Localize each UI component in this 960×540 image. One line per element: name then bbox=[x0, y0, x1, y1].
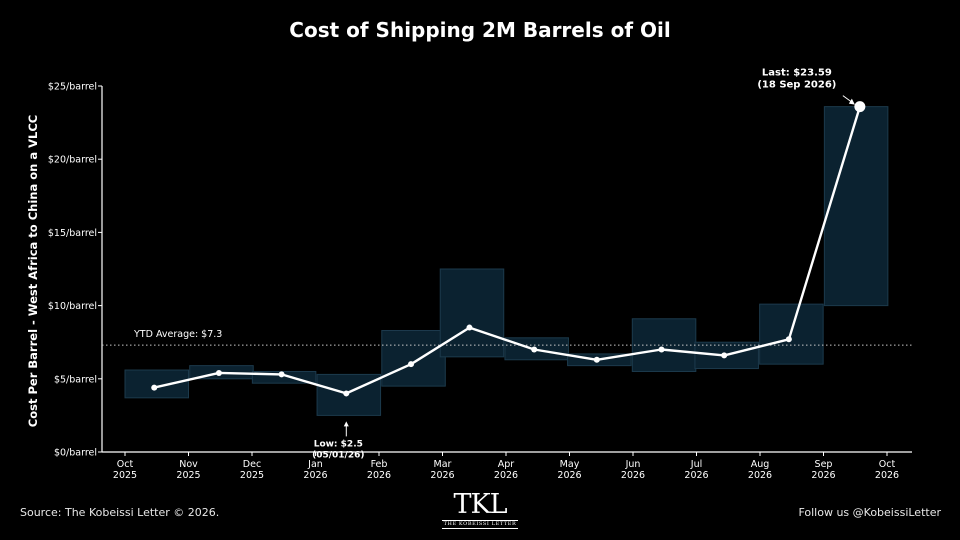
data-point bbox=[151, 384, 158, 391]
x-tick-label-year: 2026 bbox=[621, 470, 645, 481]
last-point-marker bbox=[854, 101, 866, 113]
data-point bbox=[278, 371, 285, 378]
low-arrow-head bbox=[343, 421, 349, 427]
y-tick-label: $0/barrel bbox=[54, 448, 97, 459]
range-box bbox=[251, 370, 317, 384]
x-tick-label-year: 2026 bbox=[430, 470, 454, 481]
x-tick-label: May bbox=[560, 459, 580, 470]
range-box bbox=[694, 341, 759, 370]
x-tick-label-year: 2026 bbox=[494, 470, 518, 481]
y-axis-label: Cost Per Barrel - West Africa to China o… bbox=[26, 115, 40, 427]
range-box bbox=[381, 329, 446, 387]
data-point bbox=[466, 324, 473, 331]
x-tick-label-year: 2026 bbox=[557, 470, 581, 481]
x-tick-label-year: 2025 bbox=[113, 470, 137, 481]
x-tick-label: Oct bbox=[117, 459, 134, 470]
x-tick-label-year: 2026 bbox=[875, 470, 899, 481]
logo-subtitle: THE KOBEISSI LETTER bbox=[442, 520, 518, 529]
range-box bbox=[823, 106, 889, 307]
last-arrow-head bbox=[848, 98, 855, 105]
data-point bbox=[408, 361, 415, 368]
data-point bbox=[785, 336, 792, 343]
data-point bbox=[343, 390, 350, 397]
y-tick-label: $25/barrel bbox=[48, 82, 97, 93]
tkl-logo: TKL THE KOBEISSI LETTER bbox=[436, 490, 524, 530]
range-box bbox=[439, 268, 505, 358]
x-tick-label: Sep bbox=[815, 459, 833, 470]
x-tick-label-year: 2025 bbox=[176, 470, 200, 481]
x-tick-label-year: 2026 bbox=[811, 470, 835, 481]
x-tick-label-year: 2026 bbox=[303, 470, 327, 481]
low-annotation-date: (05/01/26) bbox=[312, 450, 364, 460]
data-point bbox=[215, 369, 222, 376]
data-point bbox=[531, 346, 538, 353]
x-tick-label: Jan bbox=[307, 459, 323, 470]
low-annotation-label: Low: $2.5 bbox=[314, 439, 363, 449]
y-tick-label: $5/barrel bbox=[54, 374, 97, 385]
x-tick-label: Jul bbox=[690, 459, 702, 470]
last-annotation-label: Last: $23.59 bbox=[762, 68, 832, 79]
y-tick-label: $10/barrel bbox=[48, 301, 97, 312]
source-text: Source: The Kobeissi Letter © 2026. bbox=[20, 506, 220, 519]
x-tick-label-year: 2026 bbox=[684, 470, 708, 481]
x-tick-label: Aug bbox=[751, 459, 770, 470]
x-tick-label-year: 2025 bbox=[240, 470, 264, 481]
ytd-average-label: YTD Average: $7.3 bbox=[133, 329, 222, 340]
x-tick-label-year: 2026 bbox=[367, 470, 391, 481]
x-tick-label: Apr bbox=[498, 459, 515, 470]
chart-title: Cost of Shipping 2M Barrels of Oil bbox=[289, 18, 671, 42]
logo-mark: TKL bbox=[453, 489, 507, 520]
x-tick-label: Oct bbox=[879, 459, 896, 470]
y-tick-label: $20/barrel bbox=[48, 155, 97, 166]
data-point bbox=[593, 356, 600, 363]
x-tick-label: Nov bbox=[179, 459, 198, 470]
x-tick-label: Feb bbox=[371, 459, 388, 470]
series-line bbox=[153, 106, 862, 395]
follow-text: Follow us @KobeissiLetter bbox=[798, 506, 941, 519]
x-tick-label: Mar bbox=[434, 459, 452, 470]
y-tick-label: $15/barrel bbox=[48, 228, 97, 239]
x-tick-label: Dec bbox=[243, 459, 261, 470]
data-point bbox=[721, 352, 728, 359]
x-tick-label-year: 2026 bbox=[748, 470, 772, 481]
last-annotation-date: (18 Sep 2026) bbox=[757, 80, 836, 91]
x-tick-label: Jun bbox=[625, 459, 641, 470]
data-point bbox=[658, 346, 665, 353]
range-box bbox=[124, 369, 189, 399]
